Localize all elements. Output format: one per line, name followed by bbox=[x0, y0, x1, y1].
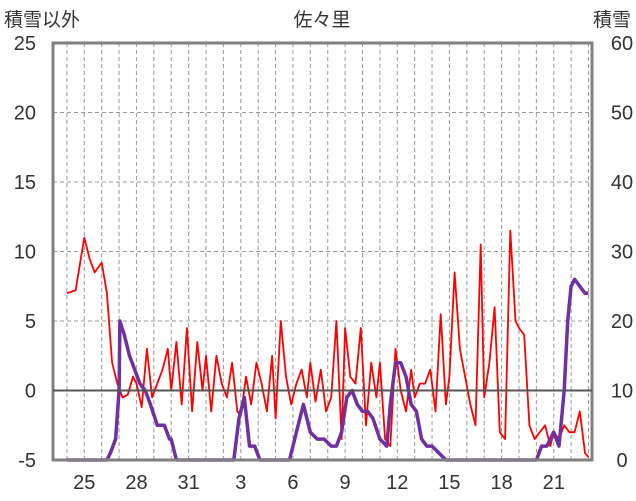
right-y-tick-label: 0 bbox=[616, 450, 627, 472]
right-y-tick-label: 10 bbox=[611, 381, 633, 403]
x-tick-label: 28 bbox=[125, 472, 147, 494]
chart-title: 佐々里 bbox=[293, 9, 350, 31]
right-y-tick-label: 60 bbox=[611, 33, 633, 55]
x-tick-label: 21 bbox=[543, 472, 565, 494]
left-y-tick-label: 25 bbox=[14, 33, 36, 55]
x-tick-label: 18 bbox=[490, 472, 512, 494]
left-y-tick-label: 10 bbox=[14, 242, 36, 264]
x-tick-label: 9 bbox=[340, 472, 351, 494]
left-y-tick-label: 15 bbox=[14, 172, 36, 194]
right-y-tick-label: 20 bbox=[611, 311, 633, 333]
left-y-tick-label: 20 bbox=[14, 103, 36, 125]
right-y-tick-label: 50 bbox=[611, 103, 633, 125]
x-tick-label: 6 bbox=[287, 472, 298, 494]
left-axis-label: 積雪以外 bbox=[4, 9, 80, 31]
right-y-tick-label: 30 bbox=[611, 242, 633, 264]
right-axis-label: 積雪 bbox=[593, 9, 631, 31]
other-series-line bbox=[66, 229, 590, 458]
left-y-tick-label: -5 bbox=[18, 450, 36, 472]
right-y-tick-label: 40 bbox=[611, 172, 633, 194]
x-tick-label: 25 bbox=[73, 472, 95, 494]
x-tick-label: 31 bbox=[177, 472, 199, 494]
right-y-ticks: 60 50 40 30 20 10 0 bbox=[611, 33, 633, 472]
left-y-ticks: 25 20 15 10 5 0 -5 bbox=[14, 33, 36, 472]
x-ticks: 25 28 31 3 6 9 12 15 18 21 bbox=[73, 472, 565, 494]
plot-area-border bbox=[51, 41, 594, 462]
left-y-tick-label: 0 bbox=[25, 381, 36, 403]
x-tick-label: 3 bbox=[235, 472, 246, 494]
x-tick-label: 12 bbox=[386, 472, 408, 494]
left-y-tick-label: 5 bbox=[25, 311, 36, 333]
x-tick-label: 15 bbox=[438, 472, 460, 494]
